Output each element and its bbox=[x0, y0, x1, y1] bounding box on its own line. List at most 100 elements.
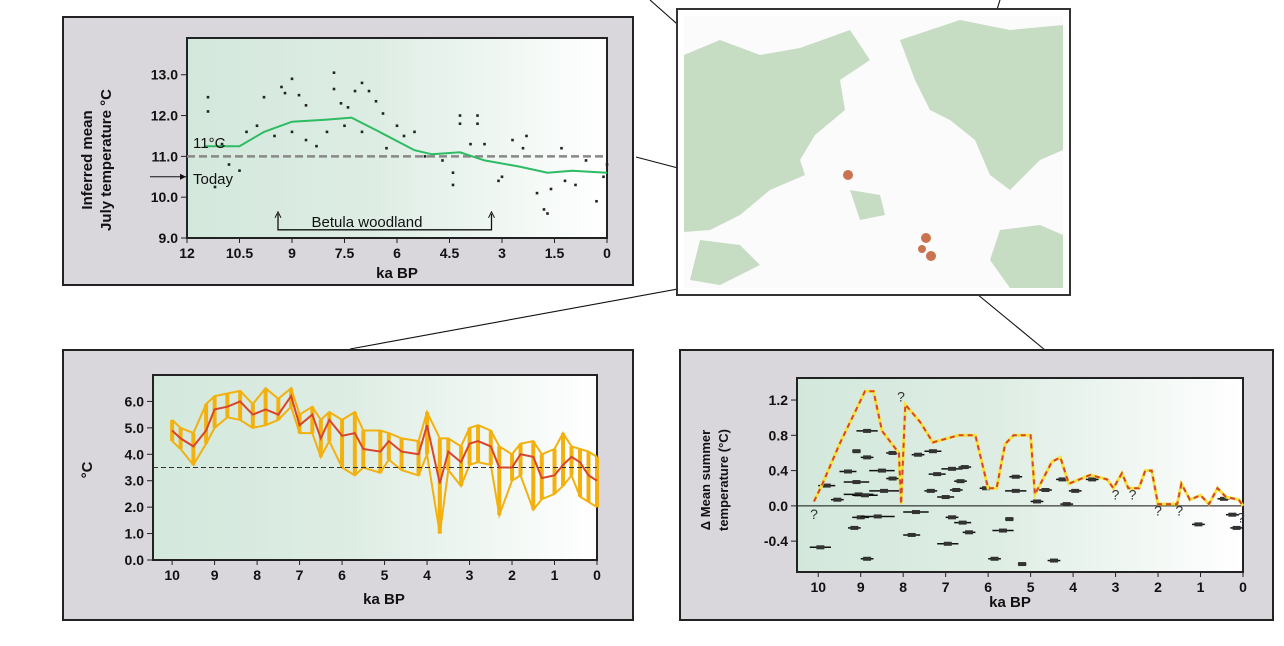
x-tick-label: 0 bbox=[593, 567, 601, 583]
estimate-marker bbox=[833, 497, 842, 502]
y-tick-label: 9.0 bbox=[159, 230, 179, 246]
x-tick-label: 4.5 bbox=[440, 245, 460, 261]
x-tick-label: 8 bbox=[899, 579, 907, 595]
uncertain-marker: ? bbox=[1112, 487, 1120, 503]
estimate-marker bbox=[1005, 517, 1014, 522]
data-point bbox=[290, 130, 294, 134]
data-point bbox=[346, 106, 350, 109]
data-point bbox=[220, 142, 224, 146]
data-point bbox=[542, 208, 546, 211]
betula-woodland-label: Betula woodland bbox=[312, 214, 423, 231]
uncertain-marker: ? bbox=[810, 506, 818, 522]
x-tick-label: 2 bbox=[1154, 579, 1162, 595]
data-point bbox=[304, 104, 308, 107]
x-tick-label: 5 bbox=[381, 567, 389, 583]
estimate-marker bbox=[948, 466, 957, 471]
data-point bbox=[511, 138, 514, 142]
y-tick-label: 1.0 bbox=[125, 526, 145, 542]
estimate-marker bbox=[888, 450, 897, 455]
x-tick-label: 9 bbox=[857, 579, 865, 595]
smoothed-temperature-line bbox=[171, 393, 598, 484]
y-tick-label: 6.0 bbox=[125, 393, 145, 409]
x-tick-label: 3 bbox=[1112, 579, 1120, 595]
estimate-marker bbox=[1032, 499, 1041, 504]
data-point bbox=[332, 71, 336, 74]
y-tick-label: 13.0 bbox=[151, 67, 178, 83]
estimate-marker bbox=[943, 541, 952, 546]
x-tick-label: 1 bbox=[1197, 579, 1205, 595]
raw-lower-line bbox=[171, 404, 598, 534]
estimate-marker bbox=[914, 452, 923, 457]
y-tick-label: 1.2 bbox=[769, 392, 789, 408]
x-tick-label: 3 bbox=[498, 245, 506, 261]
data-point bbox=[325, 130, 329, 134]
data-point bbox=[546, 212, 549, 215]
y-tick-label: 0.0 bbox=[769, 498, 789, 514]
y-axis-label-line1: Inferred mean bbox=[79, 110, 96, 209]
estimate-marker bbox=[1058, 477, 1067, 482]
data-point bbox=[245, 130, 248, 134]
estimate-marker bbox=[933, 472, 942, 477]
data-point bbox=[385, 146, 388, 150]
y-tick-label: 0.4 bbox=[769, 463, 789, 479]
estimate-marker bbox=[1011, 488, 1020, 493]
uncertain-marker: ? bbox=[1175, 502, 1183, 518]
estimate-marker bbox=[1088, 477, 1097, 482]
chart-panel-delta-summer-temperature: 10 9 8 7 6 5 4 3 2 1 0-0.40.00.40.81.2 ??????? ka … bbox=[679, 349, 1274, 621]
estimate-marker bbox=[863, 428, 872, 433]
x-tick-label: 9 bbox=[211, 567, 219, 583]
data-point bbox=[213, 185, 217, 189]
data-point bbox=[206, 95, 210, 99]
estimate-marker bbox=[907, 532, 916, 537]
data-point bbox=[381, 112, 385, 115]
data-point bbox=[476, 114, 479, 117]
data-point bbox=[402, 134, 406, 138]
x-tick-label: 7.5 bbox=[335, 245, 355, 261]
today-label: Today bbox=[193, 171, 234, 188]
data-point bbox=[227, 163, 231, 166]
x-tick-label: 7 bbox=[296, 567, 304, 583]
estimate-marker bbox=[982, 486, 991, 491]
estimate-marker bbox=[990, 556, 999, 561]
data-point bbox=[255, 124, 259, 128]
y-tick-label: 0.0 bbox=[125, 552, 145, 568]
estimate-marker bbox=[860, 493, 869, 498]
x-tick-label: 1.5 bbox=[545, 245, 565, 261]
data-point bbox=[360, 130, 364, 134]
x-tick-label: 7 bbox=[942, 579, 950, 595]
bracket-arrow-right bbox=[488, 210, 495, 219]
raw-upper-line bbox=[171, 386, 598, 458]
estimate-marker bbox=[1232, 525, 1241, 530]
estimate-marker bbox=[926, 488, 935, 493]
estimate-marker bbox=[856, 515, 865, 520]
data-point bbox=[315, 144, 318, 148]
data-point bbox=[262, 95, 266, 99]
estimate-marker bbox=[960, 465, 969, 470]
y-axis-label-line2: July temperature °C bbox=[98, 89, 115, 231]
x-axis-label: ka BP bbox=[989, 594, 1031, 611]
data-point bbox=[458, 122, 462, 126]
estimate-marker bbox=[1228, 512, 1237, 517]
estimate-marker bbox=[880, 488, 889, 493]
today-arrow-head bbox=[180, 173, 186, 180]
uncertain-marker: ? bbox=[1154, 502, 1162, 518]
x-tick-label: 0 bbox=[603, 245, 611, 261]
estimate-marker bbox=[854, 492, 863, 497]
data-point bbox=[367, 89, 371, 93]
data-point bbox=[574, 183, 577, 187]
estimate-marker bbox=[852, 449, 861, 454]
chart-panel-july-temperature: 12 10.5 9 7.5 6 4.5 3 1.5 0 9.0 10.0 11.0 12.0 13.0 k… bbox=[62, 16, 634, 286]
reference-line-label: 11°C bbox=[193, 135, 226, 152]
estimate-marker bbox=[852, 480, 861, 485]
uncertain-marker: ? bbox=[1237, 509, 1245, 525]
data-point bbox=[280, 85, 283, 89]
x-tick-label: 3 bbox=[466, 567, 474, 583]
x-tick-label: 6 bbox=[338, 567, 346, 583]
y-tick-label: -0.4 bbox=[764, 533, 788, 549]
estimate-marker bbox=[822, 483, 831, 488]
data-point bbox=[595, 199, 598, 203]
data-point bbox=[374, 99, 378, 103]
y-tick-label: 2.0 bbox=[125, 499, 145, 515]
estimate-marker bbox=[956, 479, 965, 484]
y-tick-label: 11.0 bbox=[152, 148, 179, 164]
